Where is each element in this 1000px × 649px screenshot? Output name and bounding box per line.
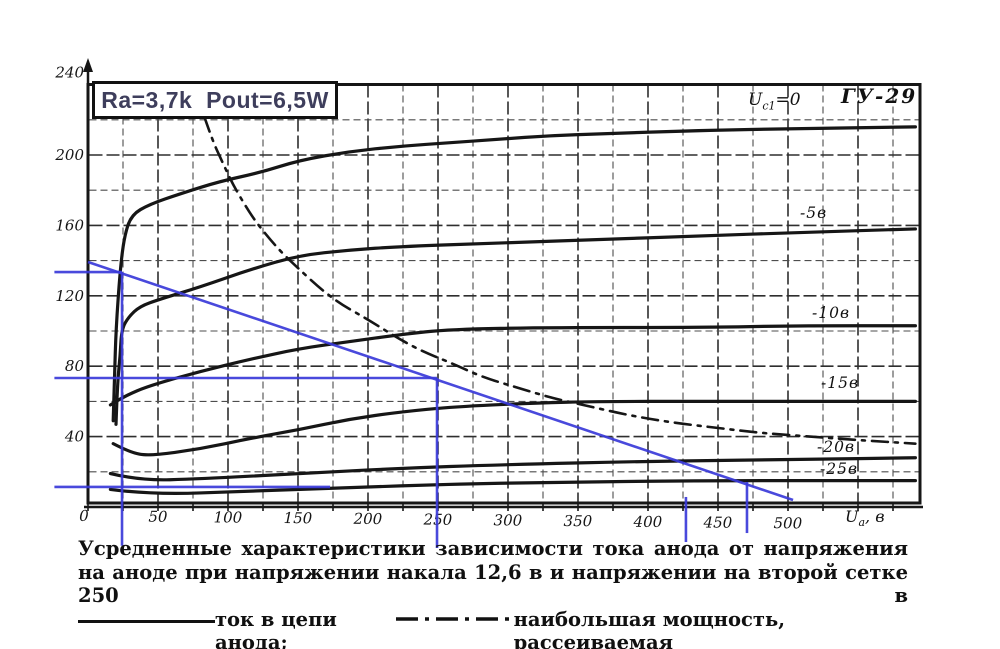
load-line-overlay (54, 260, 794, 549)
x-axis-unit-label: Ua, в (845, 507, 885, 530)
svg-text:0: 0 (79, 507, 89, 525)
curve-Uc1=0 (111, 125, 917, 423)
svg-text:300: 300 (494, 511, 523, 529)
curve-label-minus10v: -10в (812, 304, 850, 322)
svg-text:160: 160 (55, 216, 84, 234)
svg-text:350: 350 (563, 512, 592, 530)
svg-text:200: 200 (353, 510, 383, 528)
curve--25в (108, 479, 917, 495)
legend-solid-line-swatch (78, 619, 215, 623)
curve--5в (114, 227, 917, 426)
caption-line-2: на аноде при напряжении накала 12,6 в и … (78, 560, 908, 608)
curve--10в (108, 324, 917, 407)
y-tick-labels: 40 80 120 160 200 240 (54, 64, 84, 446)
curve-label-minus5v: -5в (800, 204, 828, 222)
grid-voltage-zero-label: Uc1=0 (748, 90, 801, 113)
svg-text:450: 450 (702, 513, 732, 531)
curve--15в (111, 399, 917, 457)
legend-dashdot-swatch (396, 616, 514, 621)
load-annotation-text: Ra=3,7k Pout=6,5W (101, 86, 329, 113)
max-power-curve (202, 114, 917, 445)
legend-solid-label: ток в цепи анода; (214, 607, 337, 649)
plot-frame (83, 58, 923, 509)
svg-text:80: 80 (65, 357, 85, 375)
svg-text:150: 150 (284, 509, 313, 527)
load-annotation-box: Ra=3,7k Pout=6,5W (92, 81, 338, 119)
figure-caption: Усредненные характеристики зависимости т… (78, 537, 908, 649)
tube-type-label: ГУ-29 (841, 84, 918, 108)
svg-text:240: 240 (54, 64, 84, 82)
svg-text:400: 400 (632, 513, 662, 531)
curve-label-minus15v: -15в (821, 374, 859, 392)
svg-text:50: 50 (148, 508, 168, 526)
svg-text:120: 120 (55, 287, 84, 305)
grid (89, 84, 919, 503)
curve--20в (108, 456, 917, 482)
svg-text:100: 100 (214, 508, 243, 526)
curve-label-minus25v: -25в (820, 460, 858, 478)
caption-legend-line: ток в цепи анода; наибольшая мощность, р… (78, 608, 908, 649)
svg-text:500: 500 (773, 514, 802, 532)
caption-line-1: Усредненные характеристики зависимости т… (78, 537, 908, 560)
svg-text:40: 40 (64, 428, 85, 446)
curve-label-minus20v: -20в (817, 438, 855, 456)
svg-text:200: 200 (54, 146, 84, 164)
legend-dashdot-label: наибольшая мощность, рассеиваемая (513, 607, 786, 649)
x-tick-labels: 050100150200250300350400450500 (79, 507, 803, 533)
